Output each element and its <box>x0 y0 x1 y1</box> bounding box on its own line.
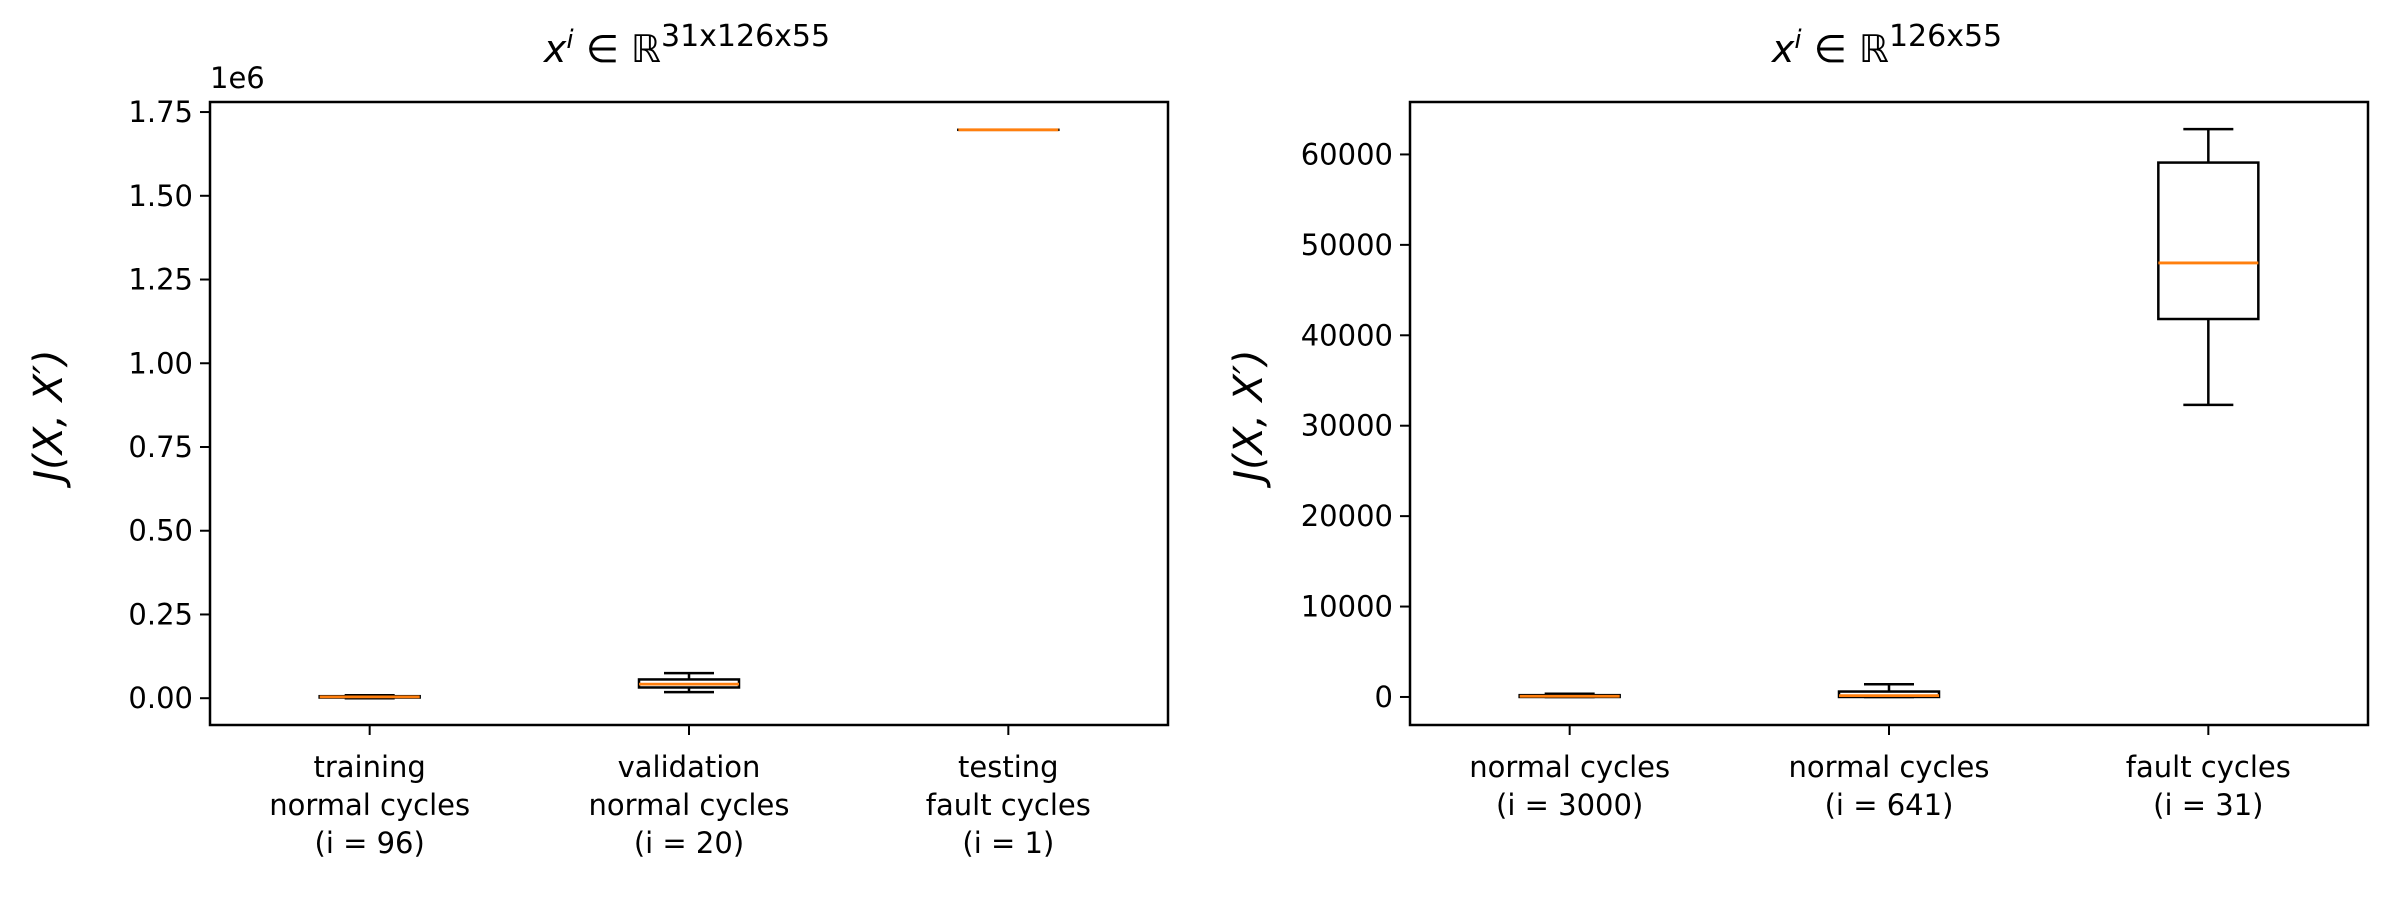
chart-panel-2: 0 10000 20000 30000 40000 50000 60000 normal cy… <box>1226 19 2370 822</box>
box-3 <box>2157 127 2260 407</box>
y-tick-label: 30000 <box>1301 409 1393 443</box>
x-tick-label: validation normal cycles (i = 20) <box>589 750 790 860</box>
y-tick-label: 0.00 <box>128 681 193 715</box>
plot-frame <box>208 100 1170 727</box>
box-1 <box>1518 692 1621 699</box>
y-tick-label: 1.50 <box>128 179 193 213</box>
y-tick-label: 0 <box>1375 680 1393 714</box>
y-tick-label: 10000 <box>1301 590 1393 624</box>
y-tick-label: 0.50 <box>128 514 193 548</box>
y-tick-label: 1.25 <box>128 263 193 297</box>
chart-title: xi ∈ ℝ126x55 <box>1771 19 2002 71</box>
plot-frame <box>1408 100 2370 727</box>
y-axis-title: J(X, X′) <box>26 349 72 488</box>
box-2 <box>637 671 741 694</box>
y-tick-label: 1.00 <box>128 346 193 380</box>
box-1 <box>318 693 421 700</box>
y-tick-label: 20000 <box>1301 499 1393 533</box>
y-tick-label: 60000 <box>1301 137 1393 171</box>
box-2 <box>1837 683 1941 699</box>
y-tick-label: 40000 <box>1301 318 1393 352</box>
x-tick-label: normal cycles (i = 641) <box>1789 750 1990 822</box>
y-tick-label: 50000 <box>1301 228 1393 262</box>
y-tick-label: 0.25 <box>128 597 193 631</box>
x-tick-label: training normal cycles (i = 96) <box>269 750 470 860</box>
box-iqr <box>2157 161 2260 321</box>
y-axis-title: J(X, X′) <box>1226 349 1272 488</box>
y-offset-label: 1e6 <box>210 61 265 95</box>
x-tick-label: fault cycles (i = 31) <box>2126 750 2291 822</box>
chart-panel-1: 0.00 0.25 0.50 0.75 1.00 1.25 1.50 1.75 1e6 train… <box>26 19 1170 860</box>
y-tick-label: 1.75 <box>128 95 193 129</box>
chart-title: xi ∈ ℝ31x126x55 <box>543 19 830 71</box>
x-tick-label: normal cycles (i = 3000) <box>1469 750 1670 822</box>
y-tick-label: 0.75 <box>128 430 193 464</box>
x-tick-label: testing fault cycles (i = 1) <box>926 750 1091 860</box>
